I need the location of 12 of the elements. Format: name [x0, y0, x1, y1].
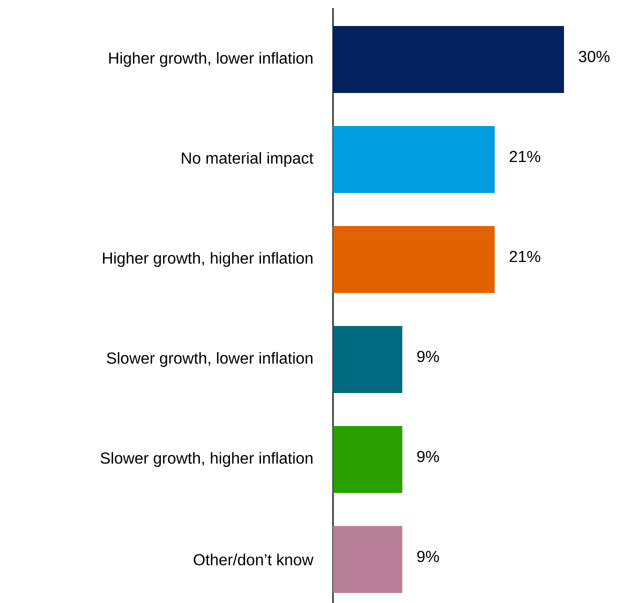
y-tick-label: Slower growth, higher inflation: [100, 452, 312, 467]
y-tick-label: Slower growth, lower inflation: [106, 352, 312, 367]
data-label: 9%: [417, 350, 439, 362]
y-tick-label: Higher growth, lower inflation: [109, 52, 312, 67]
data-label: 9%: [417, 450, 439, 462]
data-label: 30%: [578, 50, 610, 62]
y-tick-label: Other/don’t know: [194, 554, 314, 566]
y-tick-label: No material impact: [182, 152, 314, 167]
data-label: 21%: [510, 150, 540, 162]
y-tick-label: Higher growth, higher inflation: [103, 252, 312, 267]
data-label: 21%: [510, 250, 540, 262]
data-label: 9%: [417, 550, 439, 562]
